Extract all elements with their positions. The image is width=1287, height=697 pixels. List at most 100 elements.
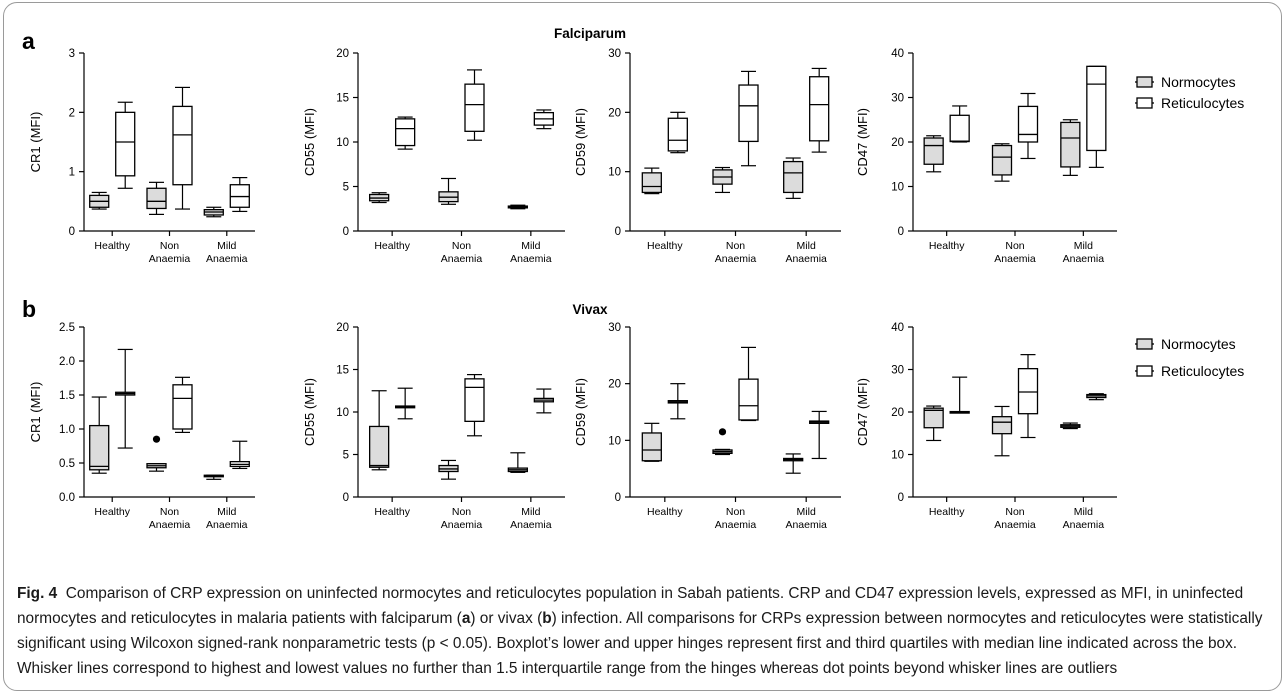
- box-normocytes-non-anaemia: [147, 436, 166, 472]
- x-tick-label-line: Mild: [217, 506, 236, 518]
- y-tick-label: 40: [891, 322, 904, 334]
- y-tick-label: 0: [898, 226, 904, 238]
- box-iqr: [739, 379, 758, 420]
- subplot-cr1: 0.00.51.01.52.02.5CR1 (MFI)Healthy Non Ana…: [28, 322, 255, 531]
- x-tick-label-line: Non: [160, 240, 179, 252]
- box-normocytes-healthy: [924, 136, 943, 172]
- x-tick-label-line: Non: [160, 506, 179, 518]
- x-tick-label-line: Anaemia: [206, 519, 248, 531]
- x-tick-label-line: Healthy: [374, 506, 410, 518]
- panel-title-a: Falciparum: [554, 26, 626, 41]
- x-tick-label-line: Healthy: [647, 240, 683, 252]
- subplot-cd55: 05101520CD55 (MFI)Healthy Non AnaemiaMild A…: [302, 322, 565, 531]
- figure-plots: a FalciparumNormocytesReticulocytes0123CR…: [0, 0, 1287, 580]
- x-tick-label-line: Anaemia: [994, 253, 1036, 265]
- box-reticulocytes-mild-anaemia: [534, 389, 553, 413]
- box-iqr: [173, 385, 192, 429]
- y-tick-label: 5: [343, 182, 349, 194]
- box-reticulocytes-mild-anaemia: [810, 411, 829, 458]
- y-axis-label: CR1 (MFI): [28, 112, 43, 173]
- box-normocytes-mild-anaemia: [508, 205, 527, 209]
- y-tick-label: 20: [336, 48, 349, 60]
- box-reticulocytes-mild-anaemia: [1087, 66, 1106, 167]
- x-tick-label: Non Anaemia: [441, 240, 483, 265]
- x-tick-label: Healthy: [929, 240, 965, 252]
- box-reticulocytes-mild-anaemia: [230, 178, 249, 212]
- x-tick-label: Mild Anaemia: [785, 506, 827, 531]
- box-reticulocytes-non-anaemia: [173, 87, 192, 209]
- box-iqr: [173, 106, 192, 184]
- box-iqr: [396, 119, 415, 146]
- x-tick-label-line: Anaemia: [1063, 253, 1105, 265]
- y-tick-label: 15: [336, 365, 349, 377]
- box-iqr: [370, 426, 389, 467]
- box-iqr: [147, 188, 166, 208]
- legend-swatch-reticulocytes: [1137, 98, 1152, 108]
- y-axis-label: CD47 (MFI): [855, 378, 870, 446]
- box-reticulocytes-non-anaemia: [1019, 93, 1038, 158]
- x-tick-label: Non Anaemia: [441, 506, 483, 531]
- box-normocytes-non-anaemia: [993, 144, 1012, 181]
- legend-label-reticulocytes: Reticulocytes: [1161, 95, 1244, 111]
- box-normocytes-healthy: [370, 193, 389, 203]
- x-tick-label-line: Anaemia: [994, 519, 1036, 531]
- caption-text-2: ) or vivax (: [470, 610, 542, 627]
- box-reticulocytes-healthy: [950, 106, 969, 142]
- box-reticulocytes-mild-anaemia: [1087, 394, 1106, 400]
- box-normocytes-non-anaemia: [439, 460, 458, 479]
- y-tick-label: 30: [608, 48, 621, 60]
- x-tick-label: Mild Anaemia: [206, 506, 248, 531]
- panel-title-b: Vivax: [572, 302, 608, 317]
- y-tick-label: 40: [891, 48, 904, 60]
- y-axis-label: CD59 (MFI): [573, 108, 588, 176]
- box-iqr: [465, 84, 484, 131]
- x-tick-label-line: Anaemia: [510, 519, 552, 531]
- y-tick-label: 10: [608, 435, 621, 447]
- y-tick-label: 10: [336, 407, 349, 419]
- box-reticulocytes-mild-anaemia: [810, 68, 829, 152]
- x-tick-label-line: Healthy: [929, 240, 965, 252]
- box-normocytes-mild-anaemia: [204, 207, 223, 216]
- subplot-cd59: 0102030CD59 (MFI)Healthy Non AnaemiaMild An…: [573, 48, 841, 265]
- x-tick-label-line: Non: [452, 506, 471, 518]
- box-iqr: [1087, 66, 1106, 150]
- x-tick-label: Non Anaemia: [994, 506, 1036, 531]
- box-iqr: [924, 138, 943, 164]
- y-tick-label: 2.5: [59, 322, 75, 334]
- box-reticulocytes-healthy: [396, 388, 415, 419]
- x-tick-label-line: Mild: [217, 240, 236, 252]
- box-normocytes-mild-anaemia: [784, 158, 803, 198]
- y-tick-label: 30: [608, 322, 621, 334]
- x-tick-label: Healthy: [94, 506, 130, 518]
- x-tick-label-line: Healthy: [647, 506, 683, 518]
- x-tick-label: Non Anaemia: [149, 240, 191, 265]
- x-tick-label-line: Anaemia: [510, 253, 552, 265]
- panel-letter-b: b: [22, 296, 36, 322]
- box-iqr: [924, 408, 943, 428]
- x-tick-label: Non Anaemia: [715, 506, 757, 531]
- x-tick-label-line: Anaemia: [715, 519, 757, 531]
- y-tick-label: 30: [891, 93, 904, 105]
- x-tick-label-line: Anaemia: [441, 253, 483, 265]
- box-normocytes-healthy: [370, 391, 389, 470]
- y-tick-label: 2: [69, 107, 75, 119]
- box-reticulocytes-healthy: [668, 112, 687, 152]
- box-normocytes-healthy: [90, 397, 109, 473]
- x-tick-label: Mild Anaemia: [785, 240, 827, 265]
- box-iqr: [116, 112, 135, 175]
- x-tick-label-line: Non: [1005, 506, 1024, 518]
- x-tick-label: Non Anaemia: [715, 240, 757, 265]
- x-tick-label: Mild Anaemia: [510, 506, 552, 531]
- box-iqr: [810, 77, 829, 141]
- x-tick-label-line: Non: [726, 240, 745, 252]
- box-iqr: [668, 118, 687, 151]
- box-normocytes-non-anaemia: [713, 428, 732, 454]
- x-tick-label: Mild Anaemia: [1063, 506, 1105, 531]
- box-iqr: [90, 426, 109, 470]
- x-tick-label-line: Anaemia: [206, 253, 248, 265]
- box-normocytes-healthy: [642, 168, 661, 194]
- x-tick-label-line: Non: [452, 240, 471, 252]
